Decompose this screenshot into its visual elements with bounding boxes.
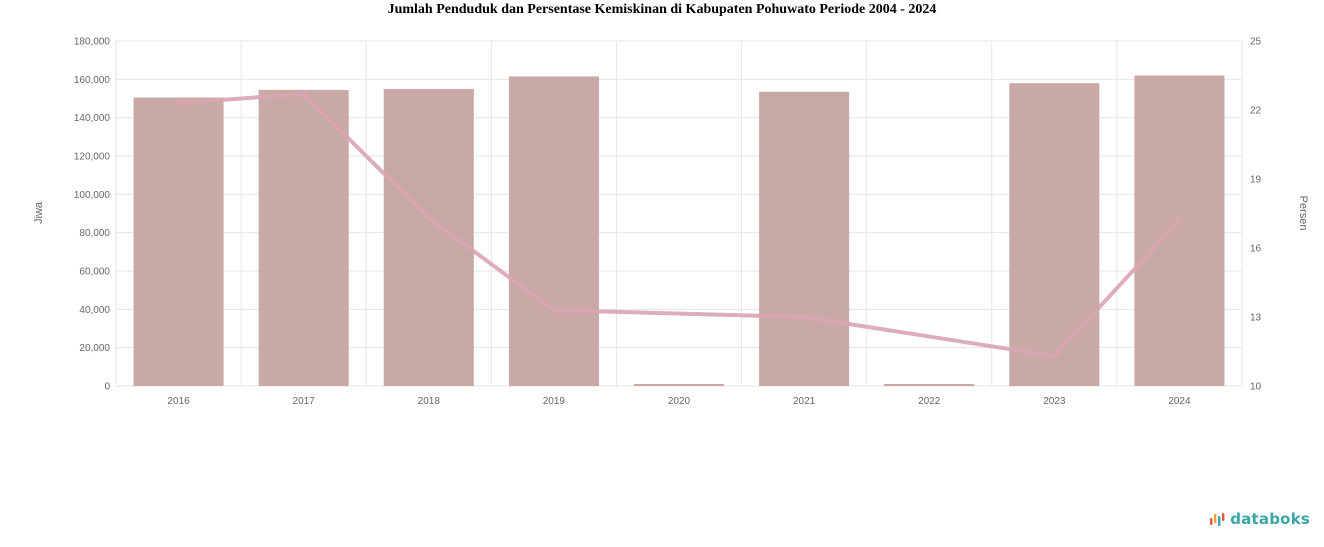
left-axis-ticks: 0 20,000 40,000 60,000 80,000 100,000 120,000 1… xyxy=(74,37,111,393)
x-tick-label: 2024 xyxy=(1168,396,1191,407)
x-tick-label: 2023 xyxy=(1043,396,1066,407)
x-tick-label: 2019 xyxy=(543,396,566,407)
y2-tick-label: 10 xyxy=(1250,382,1262,393)
x-axis-ticks: 2016 2017 2018 2019 2020 2021 2022 2023 2024 xyxy=(167,396,1191,407)
right-axis-ticks: 10 13 16 19 22 25 xyxy=(1250,37,1262,393)
y-tick-label: 80,000 xyxy=(79,228,110,239)
x-tick-label: 2016 xyxy=(167,396,190,407)
x-tick-label: 2021 xyxy=(793,396,816,407)
x-tick-label: 2022 xyxy=(918,396,941,407)
y2-tick-label: 22 xyxy=(1250,106,1262,117)
y2-tick-label: 16 xyxy=(1250,244,1262,255)
databoks-logo-icon xyxy=(1210,513,1225,526)
brand-logo: databoks xyxy=(1209,510,1310,528)
x-tick-label: 2017 xyxy=(293,396,316,407)
bar xyxy=(1134,75,1225,386)
y2-tick-label: 25 xyxy=(1250,37,1262,48)
line-point xyxy=(1051,353,1057,359)
chart-title: Jumlah Penduduk dan Persentase Kemiskina… xyxy=(387,2,937,17)
line-point xyxy=(1176,217,1182,223)
bar xyxy=(1009,83,1100,387)
line-series xyxy=(176,91,1182,359)
x-tick-label: 2018 xyxy=(418,396,441,407)
y2-axis-title: Persen xyxy=(1297,196,1309,231)
y-tick-label: 120,000 xyxy=(74,152,111,163)
bar xyxy=(759,91,850,387)
y2-tick-label: 13 xyxy=(1250,313,1262,324)
line-point xyxy=(551,307,557,313)
bar xyxy=(258,89,349,386)
y-tick-label: 20,000 xyxy=(79,343,110,354)
bar xyxy=(508,76,599,386)
y-tick-label: 40,000 xyxy=(79,305,110,316)
line-point xyxy=(176,100,182,106)
y2-tick-label: 19 xyxy=(1250,175,1262,186)
line-point xyxy=(426,215,432,221)
brand-name: databoks xyxy=(1230,510,1310,528)
y-tick-label: 0 xyxy=(104,382,110,393)
y-tick-label: 140,000 xyxy=(74,113,111,124)
bar-series xyxy=(133,75,1225,387)
y-axis-title: Jiwa xyxy=(33,201,45,224)
y-tick-label: 100,000 xyxy=(74,190,111,201)
line-point xyxy=(801,314,807,320)
y-tick-label: 60,000 xyxy=(79,267,110,278)
y-tick-label: 160,000 xyxy=(74,75,111,86)
line-point xyxy=(301,91,307,97)
x-tick-label: 2020 xyxy=(668,396,691,407)
bar xyxy=(133,97,224,387)
bar xyxy=(383,88,474,387)
y-tick-label: 180,000 xyxy=(74,37,111,48)
